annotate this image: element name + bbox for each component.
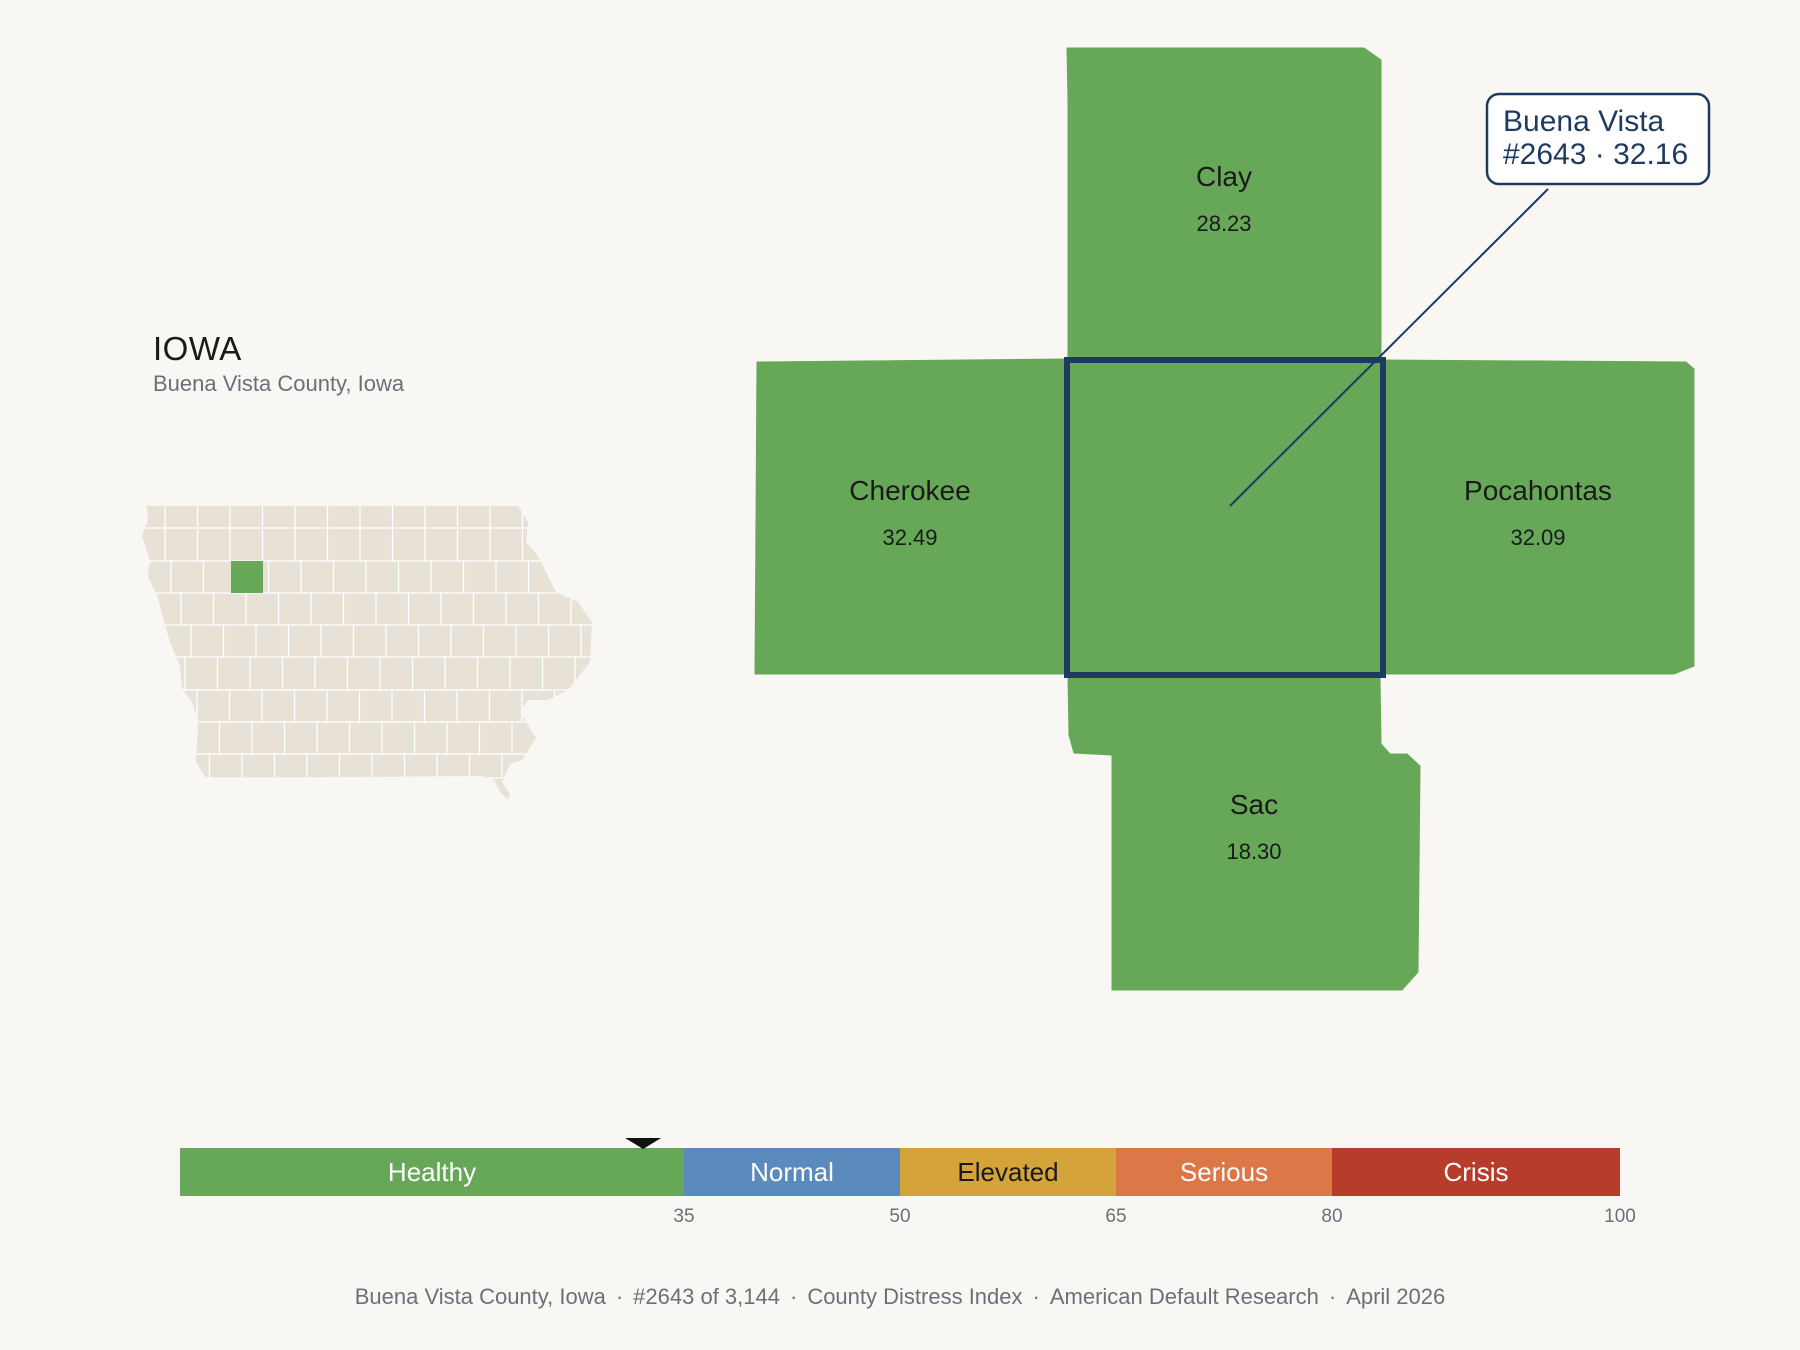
county-pocahontas[interactable]: [1381, 359, 1695, 675]
footer-rank: #2643 of 3,144: [633, 1284, 780, 1309]
scale-label-crisis: Crisis: [1444, 1157, 1509, 1187]
locator-highlight-buena-vista: [231, 561, 263, 593]
county-value-sac: 18.30: [1226, 839, 1281, 864]
county-sac[interactable]: [1067, 675, 1421, 991]
footer-source: American Default Research: [1049, 1284, 1319, 1309]
scale-label-healthy: Healthy: [388, 1157, 476, 1187]
footer: Buena Vista County, Iowa · #2643 of 3,144 ·…: [354, 1284, 1446, 1309]
scale-segment-healthy: [180, 1148, 684, 1196]
scale-label-normal: Normal: [750, 1157, 834, 1187]
iowa-locator-map: [142, 506, 592, 800]
scale-segment-normal: [684, 1148, 900, 1196]
scale-label-elevated: Elevated: [957, 1157, 1058, 1187]
county-value-pocahontas: 32.09: [1510, 525, 1565, 550]
callout-county-name: Buena Vista: [1503, 105, 1665, 138]
scale-tick-label: 80: [1321, 1206, 1342, 1227]
county-label-clay: Clay: [1196, 161, 1252, 192]
scale-segment-elevated: [900, 1148, 1116, 1196]
state-subtitle: Buena Vista County, Iowa: [153, 371, 405, 396]
county-labels: Clay 28.23 Cherokee 32.49 Pocahontas 32.…: [849, 161, 1612, 864]
callout-leader-line: [1229, 188, 1549, 507]
county-value-cherokee: 32.49: [882, 525, 937, 550]
county-cherokee[interactable]: [754, 358, 1067, 675]
state-title: IOWA: [153, 330, 242, 367]
callout-rank-value: #2643 · 32.16: [1503, 138, 1688, 171]
county-buena-vista[interactable]: [1066, 358, 1382, 675]
footer-date: April 2026: [1346, 1284, 1446, 1309]
selected-county-outline: [1064, 357, 1386, 678]
scale-tick-label: 100: [1604, 1206, 1636, 1227]
county-value-clay: 28.23: [1196, 211, 1251, 236]
scale-marker: [625, 1138, 662, 1149]
county-label-pocahontas: Pocahontas: [1464, 475, 1612, 506]
county-label-sac: Sac: [1230, 789, 1278, 820]
scale-segment-crisis: [1332, 1148, 1620, 1196]
county-clay[interactable]: [1066, 47, 1382, 360]
scale-label-serious: Serious: [1180, 1157, 1268, 1187]
distress-scale: Healthy Normal Elevated Serious Crisis 35 50 65…: [180, 1138, 1636, 1227]
scale-segment-serious: [1116, 1148, 1332, 1196]
callout-box: [1485, 92, 1711, 186]
scale-tick-label: 35: [673, 1206, 694, 1227]
footer-index: County Distress Index: [807, 1284, 1023, 1309]
county-map: [754, 47, 1695, 991]
footer-county: Buena Vista County, Iowa: [354, 1284, 606, 1309]
scale-tick-label: 65: [1105, 1206, 1126, 1227]
county-label-cherokee: Cherokee: [849, 475, 970, 506]
scale-tick-label: 50: [889, 1206, 910, 1227]
county-callout: Buena Vista #2643 · 32.16: [1229, 92, 1711, 507]
